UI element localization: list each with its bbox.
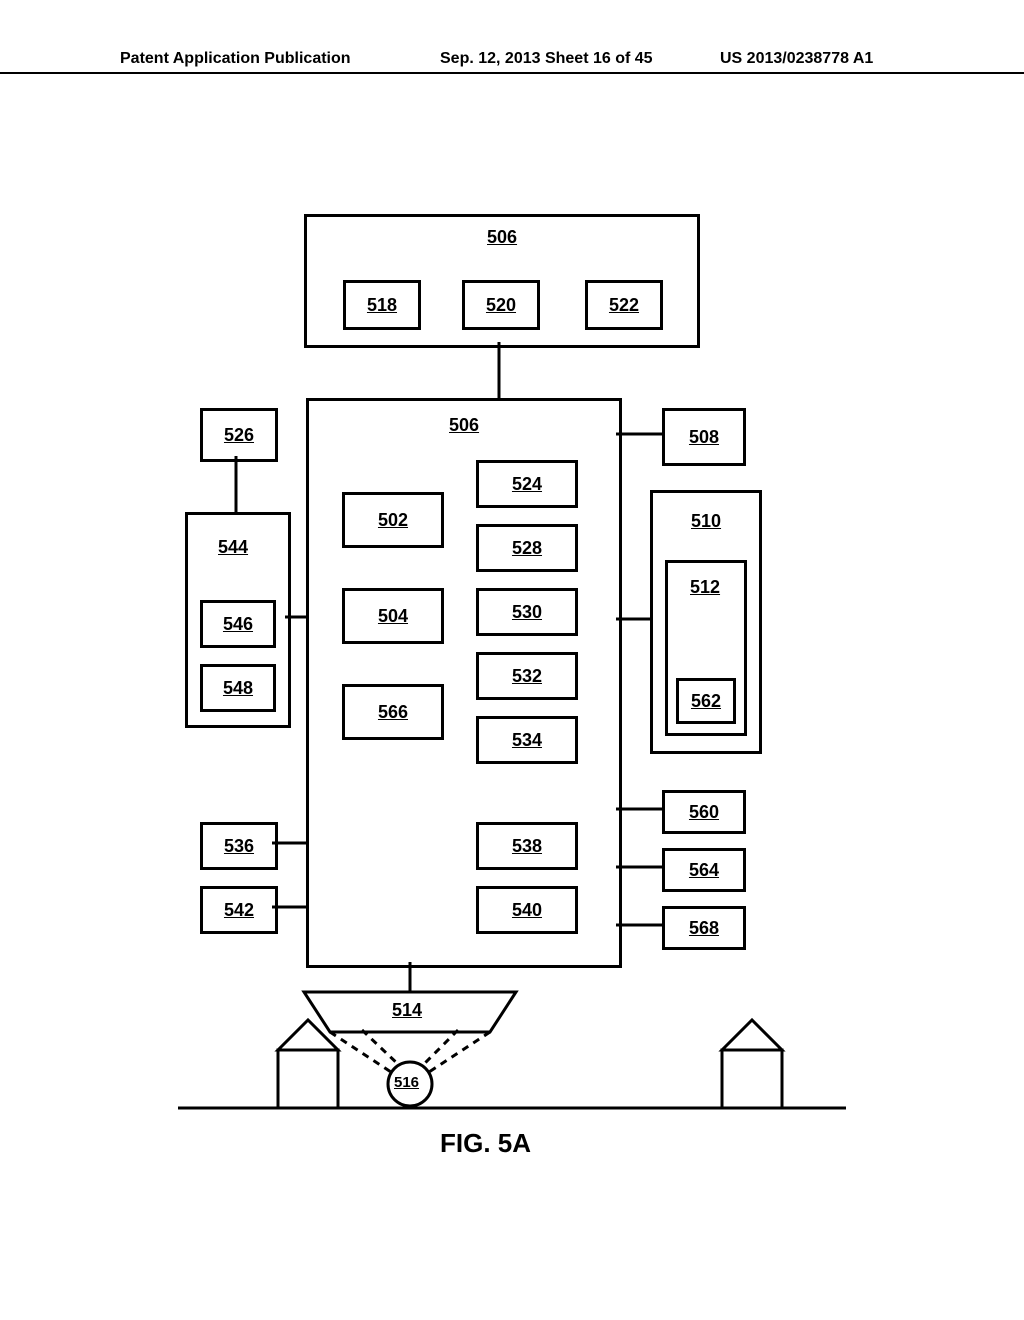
figure-caption: FIG. 5A — [440, 1128, 531, 1159]
box-538: 538 — [476, 822, 578, 870]
label-562: 562 — [691, 691, 721, 712]
box-526: 526 — [200, 408, 278, 462]
box-536: 536 — [200, 822, 278, 870]
box-532: 532 — [476, 652, 578, 700]
label-526: 526 — [224, 425, 254, 446]
header-left: Patent Application Publication — [120, 50, 351, 68]
label-510: 510 — [691, 511, 721, 532]
box-518: 518 — [343, 280, 421, 330]
box-522: 522 — [585, 280, 663, 330]
patent-page: Patent Application Publication Sep. 12, … — [0, 0, 1024, 1320]
label-536: 536 — [224, 836, 254, 857]
label-504: 504 — [378, 606, 408, 627]
house-right-icon — [722, 1020, 782, 1108]
box-524: 524 — [476, 460, 578, 508]
box-548: 548 — [200, 664, 276, 712]
label-568: 568 — [689, 918, 719, 939]
header-center: Sep. 12, 2013 Sheet 16 of 45 — [440, 50, 653, 68]
label-566: 566 — [378, 702, 408, 723]
label-540: 540 — [512, 900, 542, 921]
box-560: 560 — [662, 790, 746, 834]
box-562: 562 — [676, 678, 736, 724]
box-530: 530 — [476, 588, 578, 636]
label-560: 560 — [689, 802, 719, 823]
box-564: 564 — [662, 848, 746, 892]
box-540: 540 — [476, 886, 578, 934]
label-508: 508 — [689, 427, 719, 448]
label-564: 564 — [689, 860, 719, 881]
label-522: 522 — [609, 295, 639, 316]
label-532: 532 — [512, 666, 542, 687]
label-506-top: 506 — [487, 227, 517, 248]
box-504: 504 — [342, 588, 444, 644]
box-534: 534 — [476, 716, 578, 764]
label-514: 514 — [392, 1000, 422, 1021]
box-568: 568 — [662, 906, 746, 950]
box-508: 508 — [662, 408, 746, 466]
label-548: 548 — [223, 678, 253, 699]
box-520: 520 — [462, 280, 540, 330]
box-566: 566 — [342, 684, 444, 740]
label-506-main: 506 — [449, 415, 479, 436]
label-520: 520 — [486, 295, 516, 316]
box-502: 502 — [342, 492, 444, 548]
label-528: 528 — [512, 538, 542, 559]
box-528: 528 — [476, 524, 578, 572]
house-left-icon — [278, 1020, 338, 1108]
label-530: 530 — [512, 602, 542, 623]
label-516: 516 — [394, 1074, 419, 1091]
label-546: 546 — [223, 614, 253, 635]
box-542: 542 — [200, 886, 278, 934]
header-rule — [0, 72, 1024, 74]
label-502: 502 — [378, 510, 408, 531]
label-534: 534 — [512, 730, 542, 751]
dashed-cone — [330, 1030, 490, 1074]
label-542: 542 — [224, 900, 254, 921]
label-512: 512 — [690, 577, 720, 598]
label-518: 518 — [367, 295, 397, 316]
label-544: 544 — [218, 537, 248, 558]
header-right: US 2013/0238778 A1 — [720, 50, 873, 68]
label-524: 524 — [512, 474, 542, 495]
label-538: 538 — [512, 836, 542, 857]
box-546: 546 — [200, 600, 276, 648]
